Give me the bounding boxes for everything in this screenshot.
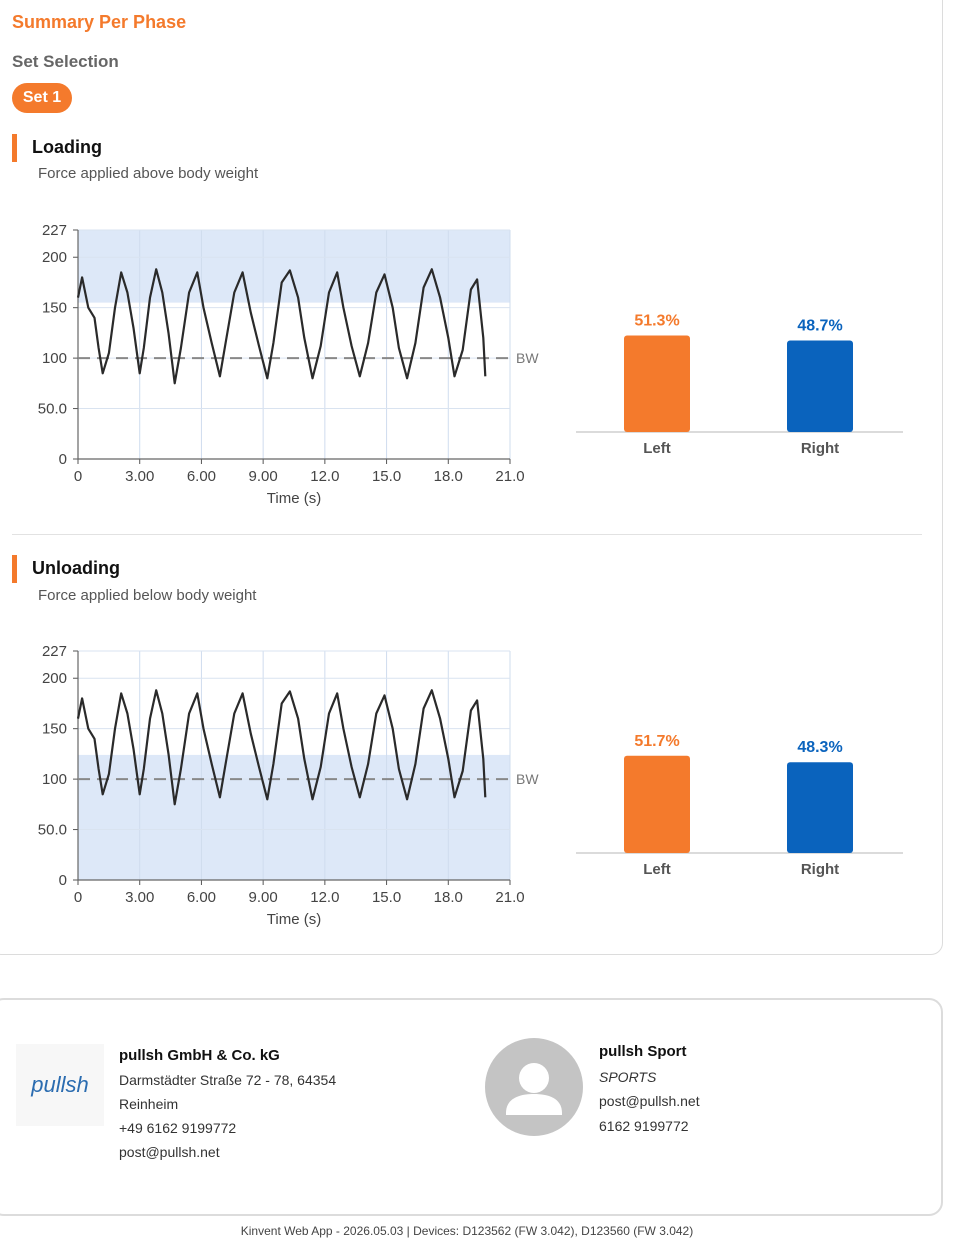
x-tick-label: 9.00 <box>249 889 278 906</box>
user-silhouette-icon <box>506 1063 562 1115</box>
set-selection-label: Set Selection <box>12 52 119 71</box>
balance-bar-right <box>787 762 853 853</box>
unloading-balance-chart: 51.7% Left 48.3% Right <box>576 733 903 878</box>
y-tick-label: 200 <box>42 670 67 687</box>
section-accent-bar <box>12 134 17 162</box>
company-info: pullsh GmbH & Co. kG Darmstädter Straße … <box>119 1044 336 1164</box>
contact-info: pullsh Sport SPORTS post@pullsh.net 6162… <box>599 1040 700 1138</box>
bar-value-label: 48.7% <box>797 317 842 334</box>
y-tick-label: 100 <box>42 771 67 788</box>
y-tick-label: 227 <box>42 222 67 239</box>
company-email: post@pullsh.net <box>119 1144 220 1160</box>
shaded-band <box>78 754 510 880</box>
y-tick-label: 0 <box>59 872 67 889</box>
x-tick-label: 9.00 <box>249 468 278 485</box>
y-tick-label: 150 <box>42 300 67 317</box>
balance-bar-right <box>787 340 853 432</box>
x-tick-label: 3.00 <box>125 889 154 906</box>
y-tick-label: 0 <box>59 451 67 468</box>
loading-force-chart: 0 3.00 6.00 9.00 12.0 15.0 18.0 21.0 0 50.0 100 150… <box>38 222 540 507</box>
y-tick-label: 50.0 <box>38 822 67 839</box>
y-tick-label: 100 <box>42 350 67 367</box>
bar-category-label: Right <box>801 861 839 878</box>
contact-name: pullsh Sport <box>599 1043 687 1060</box>
x-tick-label: 0 <box>74 468 82 485</box>
x-tick-label: 15.0 <box>372 468 401 485</box>
x-tick-label: 12.0 <box>310 889 339 906</box>
company-address-line1: Darmstädter Straße 72 - 78, 64354 <box>119 1072 337 1088</box>
x-tick-label: 6.00 <box>187 889 216 906</box>
set-1-button[interactable]: Set 1 <box>12 83 72 113</box>
footer-text: Kinvent Web App - 2026.05.03 | Devices: … <box>240 1224 694 1238</box>
balance-bar-left <box>624 335 690 432</box>
balance-bar-left <box>624 755 690 853</box>
bodyweight-label: BW <box>516 350 539 366</box>
company-name: pullsh GmbH & Co. kG <box>119 1047 280 1064</box>
section-accent-bar <box>12 555 17 583</box>
loading-balance-chart: 51.3% Left 48.7% Right <box>576 313 903 457</box>
x-tick-label: 0 <box>74 889 82 906</box>
x-tick-label: 21.0 <box>495 468 524 485</box>
shaded-band <box>78 230 510 303</box>
x-tick-label: 18.0 <box>434 889 463 906</box>
page-title: Summary Per Phase <box>12 12 187 32</box>
bar-category-label: Left <box>643 861 671 878</box>
y-tick-label: 227 <box>42 643 67 660</box>
contact-category: SPORTS <box>599 1068 657 1085</box>
avatar <box>485 1038 583 1136</box>
x-tick-label: 18.0 <box>434 468 463 485</box>
bar-value-label: 51.7% <box>634 733 679 750</box>
bar-category-label: Right <box>801 440 839 457</box>
unloading-force-chart: 0 3.00 6.00 9.00 12.0 15.0 18.0 21.0 0 50.0 100 150… <box>38 643 540 928</box>
x-tick-label: 15.0 <box>372 889 401 906</box>
bar-value-label: 51.3% <box>634 313 679 330</box>
company-logo: pullsh <box>16 1044 104 1126</box>
section-title-loading: Loading <box>32 137 102 157</box>
x-tick-label: 21.0 <box>495 889 524 906</box>
contact-phone: 6162 9199772 <box>599 1117 689 1134</box>
section-title-unloading: Unloading <box>32 558 120 578</box>
bodyweight-label: BW <box>516 771 539 787</box>
profile-card <box>0 998 943 1216</box>
bar-category-label: Left <box>643 440 671 457</box>
y-tick-label: 150 <box>42 721 67 738</box>
section-subtitle-unloading: Force applied below body weight <box>38 587 257 604</box>
x-tick-label: 3.00 <box>125 468 154 485</box>
force-series-line <box>76 689 487 806</box>
section-subtitle-loading: Force applied above body weight <box>38 165 259 182</box>
company-phone: +49 6162 9199772 <box>119 1120 237 1136</box>
x-axis-label: Time (s) <box>267 911 321 928</box>
section-divider <box>12 534 922 535</box>
y-tick-label: 200 <box>42 249 67 266</box>
x-tick-label: 6.00 <box>187 468 216 485</box>
force-series-line <box>76 268 487 385</box>
company-address-line2: Reinheim <box>119 1096 179 1112</box>
logo-wordmark: pullsh <box>31 1072 89 1097</box>
contact-email: post@pullsh.net <box>599 1093 700 1109</box>
x-tick-label: 12.0 <box>310 468 339 485</box>
x-axis-label: Time (s) <box>267 490 321 507</box>
y-tick-label: 50.0 <box>38 401 67 418</box>
bar-value-label: 48.3% <box>797 739 842 756</box>
